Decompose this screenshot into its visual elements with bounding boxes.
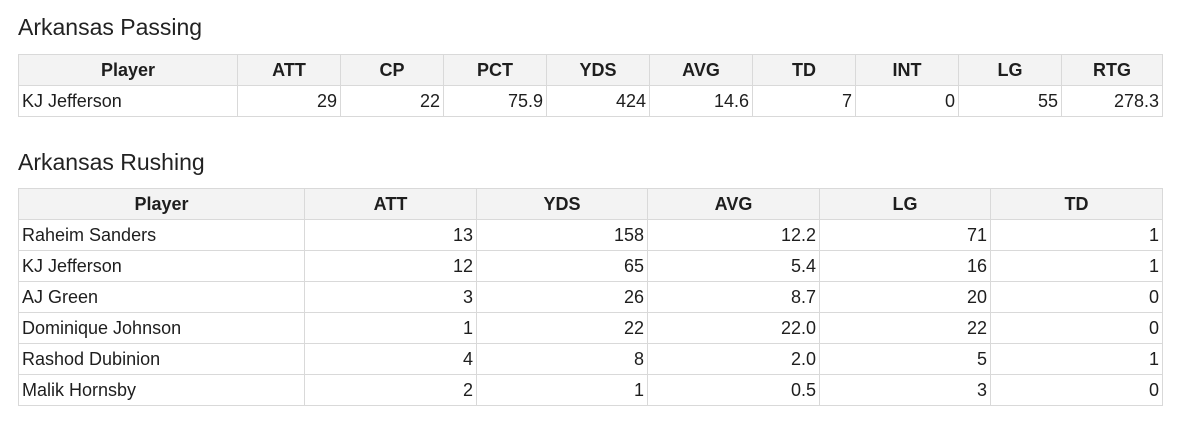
player-name-cell: Raheim Sanders [18, 219, 305, 251]
stat-cell-td: 1 [990, 219, 1163, 251]
column-header-pct: PCT [443, 54, 547, 86]
stat-cell-att: 1 [304, 312, 477, 344]
column-header-lg: LG [819, 188, 991, 220]
stat-cell-yds: 26 [476, 281, 648, 313]
stat-cell-yds: 8 [476, 343, 648, 375]
column-header-int: INT [855, 54, 959, 86]
player-name-cell: KJ Jefferson [18, 85, 238, 117]
passing-stats-table: Player ATT CP PCT YDS AVG TD INT LG RTG KJ Jeffer… [18, 54, 1163, 117]
stat-cell-rtg: 278.3 [1061, 85, 1163, 117]
stat-cell-td: 0 [990, 281, 1163, 313]
table-row: AJ Green 3 26 8.7 20 0 [18, 281, 1163, 313]
stat-cell-td: 0 [990, 312, 1163, 344]
stat-cell-att: 3 [304, 281, 477, 313]
player-name-cell: Dominique Johnson [18, 312, 305, 344]
table-row: KJ Jefferson 12 65 5.4 16 1 [18, 250, 1163, 282]
stat-cell-yds: 158 [476, 219, 648, 251]
column-header-lg: LG [958, 54, 1062, 86]
column-header-td: TD [752, 54, 856, 86]
stat-cell-lg: 5 [819, 343, 991, 375]
column-header-avg: AVG [647, 188, 820, 220]
stat-cell-yds: 65 [476, 250, 648, 282]
stat-cell-lg: 22 [819, 312, 991, 344]
stat-cell-cp: 22 [340, 85, 444, 117]
stat-cell-att: 29 [237, 85, 341, 117]
table-row: Malik Hornsby 2 1 0.5 3 0 [18, 374, 1163, 406]
column-header-avg: AVG [649, 54, 753, 86]
stat-cell-td: 1 [990, 250, 1163, 282]
stat-cell-avg: 22.0 [647, 312, 820, 344]
rushing-stats-table: Player ATT YDS AVG LG TD Raheim Sanders 13 158 1… [18, 188, 1163, 406]
column-header-yds: YDS [476, 188, 648, 220]
stat-cell-int: 0 [855, 85, 959, 117]
player-name-cell: Malik Hornsby [18, 374, 305, 406]
column-header-cp: CP [340, 54, 444, 86]
stat-cell-att: 12 [304, 250, 477, 282]
stat-cell-yds: 22 [476, 312, 648, 344]
column-header-td: TD [990, 188, 1163, 220]
stat-cell-avg: 5.4 [647, 250, 820, 282]
column-header-rtg: RTG [1061, 54, 1163, 86]
stat-cell-pct: 75.9 [443, 85, 547, 117]
table-row: Rashod Dubinion 4 8 2.0 5 1 [18, 343, 1163, 375]
stat-cell-yds: 1 [476, 374, 648, 406]
column-header-yds: YDS [546, 54, 650, 86]
table-row: Dominique Johnson 1 22 22.0 22 0 [18, 312, 1163, 344]
stat-cell-avg: 8.7 [647, 281, 820, 313]
table-header-row: Player ATT CP PCT YDS AVG TD INT LG RTG [18, 54, 1163, 86]
player-name-cell: KJ Jefferson [18, 250, 305, 282]
stat-cell-td: 1 [990, 343, 1163, 375]
stat-cell-lg: 71 [819, 219, 991, 251]
stat-cell-lg: 3 [819, 374, 991, 406]
column-header-player: Player [18, 54, 238, 86]
passing-section-title: Arkansas Passing [18, 14, 203, 40]
stat-cell-td: 7 [752, 85, 856, 117]
stat-cell-att: 13 [304, 219, 477, 251]
table-header-row: Player ATT YDS AVG LG TD [18, 188, 1163, 220]
column-header-player: Player [18, 188, 305, 220]
table-row: KJ Jefferson 29 22 75.9 424 14.6 7 0 55 278.3 [18, 85, 1163, 117]
column-header-att: ATT [304, 188, 477, 220]
table-row: Raheim Sanders 13 158 12.2 71 1 [18, 219, 1163, 251]
stat-cell-avg: 14.6 [649, 85, 753, 117]
player-name-cell: Rashod Dubinion [18, 343, 305, 375]
stat-cell-td: 0 [990, 374, 1163, 406]
stat-cell-att: 2 [304, 374, 477, 406]
rushing-section-title: Arkansas Rushing [18, 149, 205, 175]
stat-cell-yds: 424 [546, 85, 650, 117]
stat-cell-avg: 0.5 [647, 374, 820, 406]
stat-cell-lg: 16 [819, 250, 991, 282]
stat-cell-avg: 2.0 [647, 343, 820, 375]
player-name-cell: AJ Green [18, 281, 305, 313]
stat-cell-att: 4 [304, 343, 477, 375]
stat-cell-lg: 55 [958, 85, 1062, 117]
stat-cell-avg: 12.2 [647, 219, 820, 251]
column-header-att: ATT [237, 54, 341, 86]
stat-cell-lg: 20 [819, 281, 991, 313]
